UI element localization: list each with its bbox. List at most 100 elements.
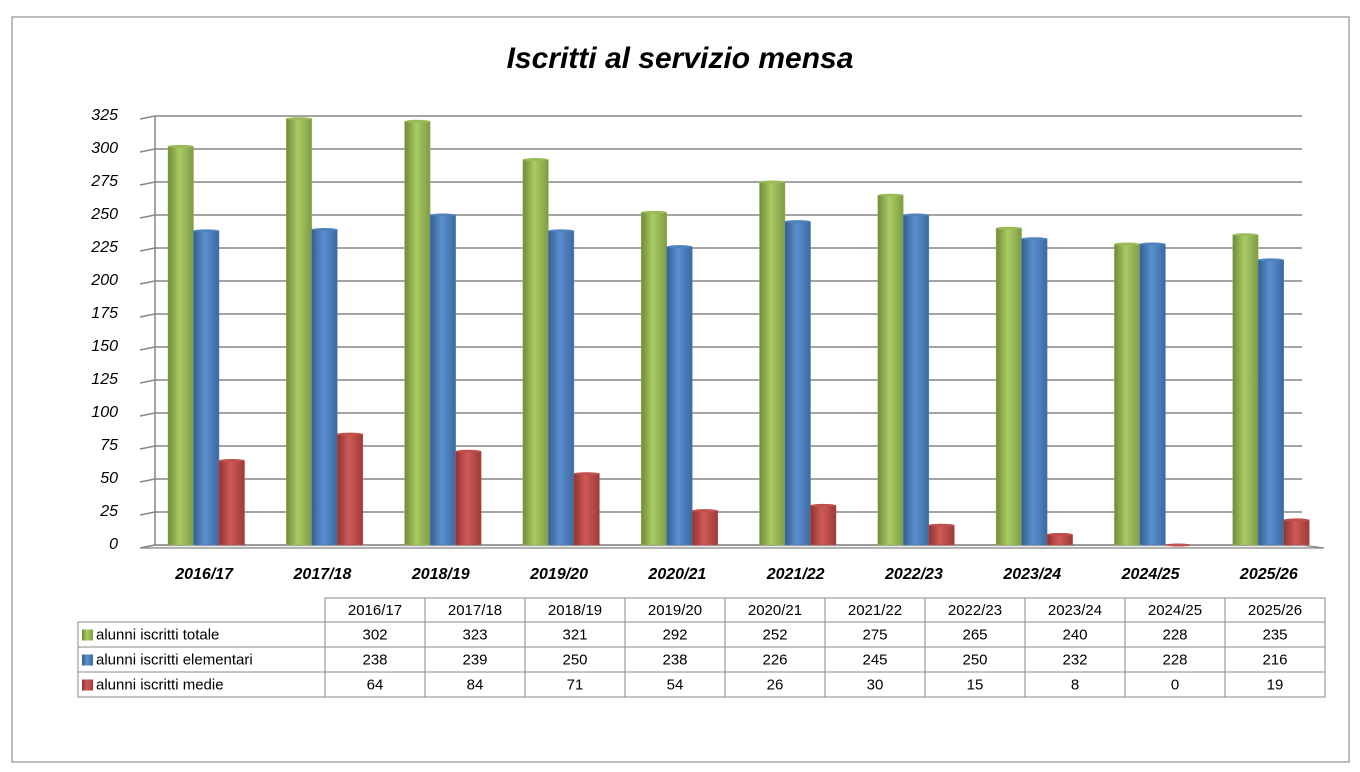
bar (691, 510, 718, 546)
table-cell: 323 (462, 626, 487, 643)
bar (455, 451, 482, 546)
bar (286, 118, 313, 546)
bar-top (1283, 518, 1310, 522)
y-tick-label: 25 (99, 503, 118, 520)
table-cell: 265 (962, 626, 987, 643)
bar (573, 473, 600, 546)
bar (928, 524, 955, 546)
y-tick-label: 300 (91, 140, 118, 157)
table-cell: 228 (1162, 626, 1187, 643)
table-header: 2017/18 (448, 602, 502, 619)
bar (193, 230, 220, 546)
bar (548, 230, 575, 546)
table-cell: 216 (1262, 651, 1287, 668)
table-header: 2020/21 (748, 602, 802, 619)
bar-top (759, 180, 785, 184)
grid-line (139, 379, 156, 384)
y-tick-label: 200 (90, 272, 118, 289)
y-tick-label: 0 (109, 536, 118, 553)
table-cell: 238 (362, 651, 387, 668)
bar-top (903, 213, 929, 217)
table-cell: 321 (562, 626, 587, 643)
x-tick-label: 2016/17 (174, 566, 234, 583)
bar (1232, 234, 1259, 546)
grid-line (139, 313, 156, 318)
grid-line (139, 148, 156, 153)
grid-line (139, 247, 156, 252)
bar-top (219, 459, 245, 463)
table-cell: 19 (1267, 676, 1284, 693)
table-cell: 302 (362, 626, 387, 643)
bar (311, 229, 338, 546)
bar-top (1232, 233, 1259, 237)
grid-line (139, 544, 156, 549)
table-cell: 240 (1062, 626, 1087, 643)
bar-top (193, 229, 219, 233)
bar (1283, 519, 1310, 546)
bar (218, 460, 245, 546)
y-tick-label: 75 (100, 437, 118, 454)
bar (1114, 243, 1141, 546)
y-tick-label: 175 (91, 305, 118, 322)
table-cell: 250 (962, 651, 987, 668)
grid-line (139, 511, 156, 516)
grid-line (139, 346, 156, 351)
table-header: 2021/22 (848, 602, 902, 619)
bar-top (1258, 258, 1284, 262)
legend-swatch (82, 629, 93, 641)
x-tick-label: 2025/26 (1239, 566, 1298, 583)
table-cell: 84 (467, 676, 484, 693)
table-cell: 275 (862, 626, 887, 643)
table-cell: 71 (567, 676, 584, 693)
table-cell: 252 (762, 626, 787, 643)
table-cell: 292 (662, 626, 687, 643)
bar-top (430, 213, 456, 217)
bar (337, 433, 364, 546)
x-tick-label: 2017/18 (293, 566, 352, 583)
x-tick-label: 2024/25 (1121, 566, 1181, 583)
bar-top (548, 229, 574, 233)
bar-top (810, 503, 836, 507)
bar (903, 214, 930, 546)
bar-top (996, 226, 1022, 230)
bar-top (1114, 242, 1140, 246)
bar (666, 246, 693, 546)
x-tick-label: 2019/20 (529, 566, 588, 583)
table-cell: 26 (767, 676, 784, 693)
legend-label: alunni iscritti medie (96, 676, 224, 693)
table-header: 2019/20 (648, 602, 702, 619)
table-cell: 228 (1162, 651, 1187, 668)
bar (759, 181, 786, 546)
table-cell: 245 (862, 651, 887, 668)
bar (429, 214, 456, 546)
x-tick-label: 2021/22 (766, 566, 825, 583)
bar (167, 146, 194, 546)
y-tick-label: 50 (100, 470, 118, 487)
bar-top (455, 449, 482, 453)
y-tick-label: 225 (90, 239, 118, 256)
grid-line (139, 412, 156, 417)
x-tick-label: 2018/19 (411, 566, 470, 583)
table-cell: 15 (967, 676, 984, 693)
table-header: 2016/17 (348, 602, 402, 619)
bar (640, 212, 667, 546)
bar (522, 159, 549, 546)
legend-label: alunni iscritti elementari (96, 651, 253, 668)
grid-line (139, 115, 156, 120)
x-tick-label: 2020/21 (647, 566, 706, 583)
y-tick-label: 125 (91, 371, 118, 388)
bar-top (168, 144, 194, 148)
grid-line (139, 478, 156, 483)
legend-swatch (82, 679, 93, 691)
bar-top (286, 117, 312, 121)
bar-top (877, 193, 904, 197)
bar-top (785, 220, 811, 224)
y-tick-label: 275 (90, 173, 118, 190)
bar-top (1047, 532, 1073, 536)
table-header: 2022/23 (948, 602, 1002, 619)
table-cell: 226 (762, 651, 787, 668)
bar-top (573, 472, 600, 476)
bar-top (1165, 543, 1191, 547)
bar-top (1021, 237, 1048, 241)
